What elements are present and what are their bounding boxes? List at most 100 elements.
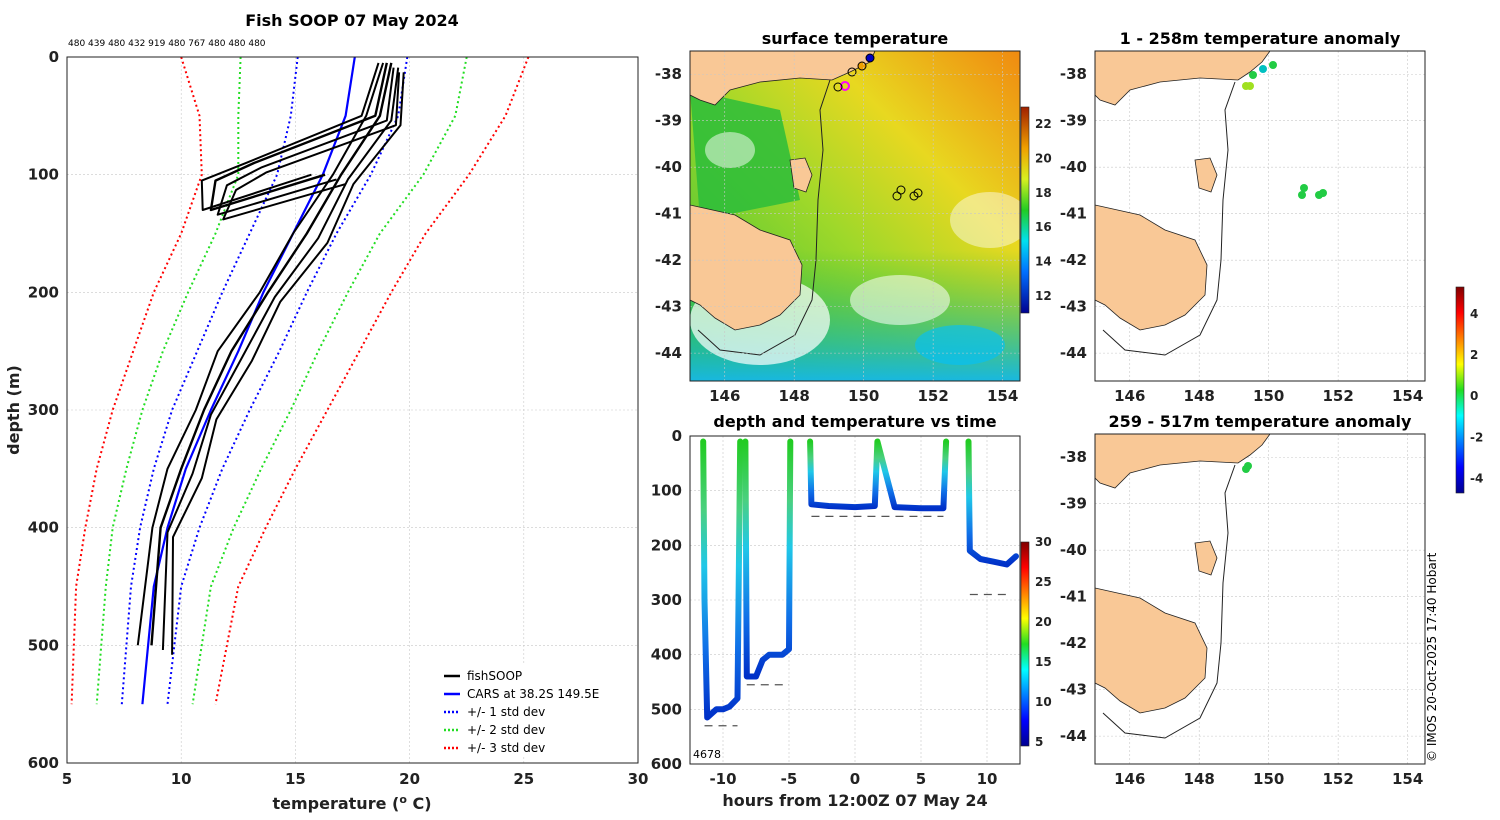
time-ytick-label: 600 [651,755,682,773]
anom2-land-flinders [1194,540,1218,576]
time-xtick-label: -5 [781,770,798,788]
profile-xtick-label: 15 [285,770,306,788]
profile-yticks: 0 100 200 300 400 500 600 [28,48,59,772]
anom1-lat-label: -38 [1060,65,1087,83]
anom2-land-mainland [1095,434,1271,489]
sst-lon-label: 150 [848,387,879,405]
anom2-xticks: 146 148 150 152 154 [1114,770,1423,788]
profile-series-7 [150,62,393,646]
time-series-1 [742,438,794,680]
time-cb-tick: 25 [1035,575,1052,589]
profile-ytick-label: 400 [28,519,59,537]
time-ytick-label: 0 [672,427,682,445]
sst-grid [690,51,1020,381]
anom2-lon-label: 154 [1392,770,1423,788]
anom2-lat-label: -38 [1060,448,1087,466]
time-colorbar-ticks: 30 25 20 15 10 5 [1035,535,1052,749]
sst-cast-marker [833,82,843,92]
profile-ytick-label: 0 [49,48,59,66]
time-ytick-label: 400 [651,646,682,664]
time-cb-tick: 20 [1035,615,1052,629]
sst-lat-label: -44 [655,344,682,362]
anom2-panel: 259 - 517m temperature anomaly -38 -39 -40… [1060,412,1426,788]
sst-colorbar-ticks: 22 20 18 16 14 12 [1035,117,1052,303]
anom1-lon-label: 154 [1392,387,1423,405]
anom1-point [1249,71,1257,79]
anom2-point [1244,462,1252,470]
credit-text: © IMOS 20-Oct-2025 17:40 Hobart [1425,552,1439,762]
anom-cb-tick: 4 [1470,307,1478,321]
anom2-yticks: -38 -39 -40 -41 -42 -43 -44 [1060,448,1087,745]
anom2-lat-label: -39 [1060,495,1087,513]
legend-label-std1: +/- 1 std dev [467,705,545,719]
depth-counts: 480 439 480 432 919 480 767 480 480 480 [68,39,266,49]
profile-series-7-cast-0 [136,62,385,646]
anom1-land-tasmania [1095,204,1208,331]
anom1-panel: 1 - 258m temperature anomaly -38 -39 -40 -4… [1060,29,1426,405]
anom1-point [1259,65,1267,73]
time-ytick-label: 100 [651,482,682,500]
sst-cloud-3 [950,192,1020,248]
anom-cb-tick: -4 [1470,472,1483,486]
anom-cb-tick: 2 [1470,348,1478,362]
anom1-land-flinders [1194,157,1218,193]
sst-frame [689,50,1021,382]
time-xlabel: hours from 12:00Z 07 May 24 [722,791,987,810]
profile-grid [66,56,639,764]
main-title: Fish SOOP 07 May 2024 [245,11,459,30]
profile-series-6 [214,57,530,705]
anom2-lat-label: -43 [1060,681,1087,699]
profile-series-8 [209,62,388,212]
profile-legend: fishSOOP CARS at 38.2S 149.5E +/- 1 std … [434,664,634,757]
sst-cast-marker [865,53,875,63]
anom1-lon-label: 146 [1114,387,1145,405]
profile-ytick-label: 100 [28,166,59,184]
anom2-lon-label: 148 [1184,770,1215,788]
time-cb-tick: 5 [1035,735,1043,749]
sst-xticks: 146 148 150 152 154 [709,387,1018,405]
sst-cb-tick: 22 [1035,117,1052,131]
anom2-lat-label: -40 [1060,541,1087,559]
time-xtick-label: 0 [850,770,860,788]
anom1-point [1315,191,1323,199]
anom2-shelf-contour [1102,464,1236,739]
legend-label-fishsoop: fishSOOP [467,669,522,683]
anom2-lon-label: 150 [1253,770,1284,788]
anom1-lat-label: -39 [1060,112,1087,130]
anom1-yticks: -38 -39 -40 -41 -42 -43 -44 [1060,65,1087,362]
anom-cb-tick: -2 [1470,430,1483,444]
time-xticks: -10 -5 0 5 10 [709,770,997,788]
anom1-land-mainland [1095,51,1271,106]
anom1-point [1298,191,1306,199]
sst-lon-label: 152 [918,387,949,405]
time-cb-tick: 15 [1035,655,1052,669]
time-title: depth and temperature vs time [713,412,996,431]
legend-label-std2: +/- 2 std dev [467,723,545,737]
anom1-lat-label: -42 [1060,251,1087,269]
sst-land-flinders [789,157,813,193]
anom-cb-tick: 0 [1470,389,1478,403]
sst-lat-label: -42 [655,251,682,269]
anom1-xticks: 146 148 150 152 154 [1114,387,1423,405]
profile-ytick-label: 500 [28,636,59,654]
sst-lat-label: -41 [655,205,682,223]
time-xtick-label: -10 [709,770,736,788]
sst-title: surface temperature [762,29,949,48]
sst-cast-marker [840,81,850,91]
time-corner-label: 4678 [693,748,721,761]
anom1-frame [1094,50,1426,382]
sst-land-tasmania [690,204,803,331]
sst-cb-tick: 12 [1035,289,1052,303]
profile-series-8-cast-1 [216,67,395,216]
profile-panel: Fish SOOP 07 May 2024 480 439 480 432 91… [4,11,648,813]
profile-xticks: 5 10 15 20 25 30 [62,770,649,788]
anom1-lon-label: 150 [1253,387,1284,405]
anom1-lat-label: -44 [1060,344,1087,362]
sst-map [690,51,1020,381]
sst-lon-label: 154 [987,387,1018,405]
anom2-lon-label: 152 [1323,770,1354,788]
profile-series-7-cast-2 [171,72,405,655]
time-ytick-label: 500 [651,700,682,718]
time-series-3 [965,438,1019,568]
time-xtick-label: 10 [977,770,998,788]
